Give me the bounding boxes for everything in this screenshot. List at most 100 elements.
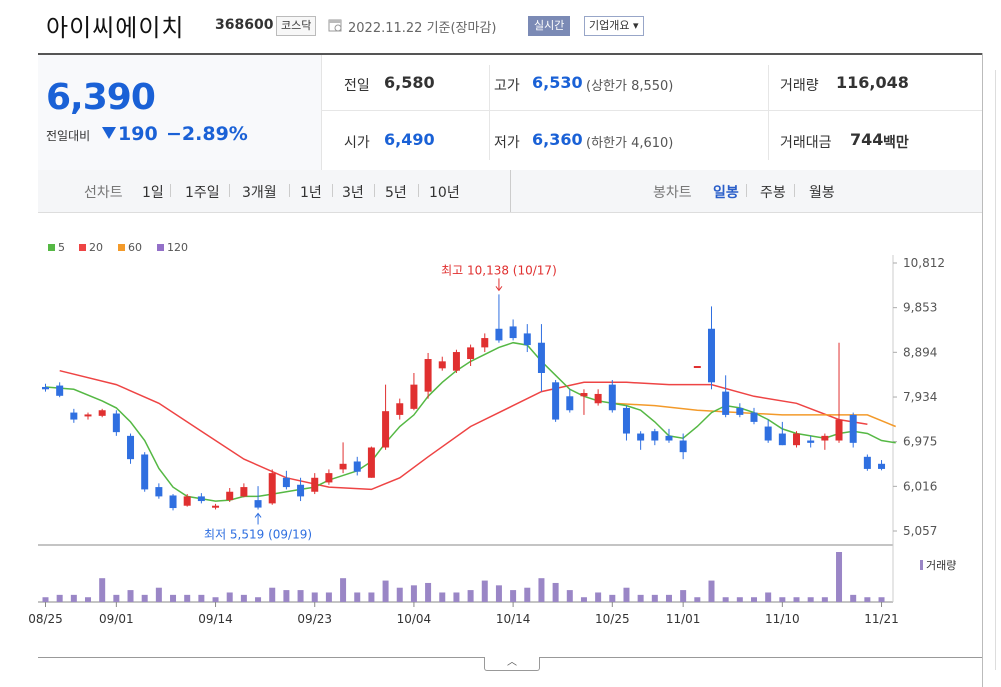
candle-body <box>637 433 645 441</box>
volume-value: 116,048 <box>836 73 909 92</box>
candle-body <box>339 463 347 470</box>
volume-bar <box>552 582 559 602</box>
candle-body <box>311 477 319 492</box>
volume-bar <box>722 597 729 602</box>
amount-unit: 백만 <box>883 135 909 151</box>
ma5-line <box>45 341 896 502</box>
company-info-button[interactable]: 기업개요 ▾ <box>584 16 644 36</box>
candle-body <box>821 435 829 441</box>
candle-body <box>793 433 801 446</box>
open-label: 시가 <box>344 135 370 151</box>
tab-5y[interactable]: 5년 <box>385 185 407 201</box>
y-tick-label: 9,853 <box>903 301 937 315</box>
x-tick-label: 09/23 <box>297 612 332 626</box>
collapse-button[interactable]: ︿ <box>484 657 540 671</box>
tab-1d[interactable]: 1일 <box>142 185 164 201</box>
candle-body <box>353 461 361 472</box>
volume-bar <box>127 590 134 602</box>
tab-daily[interactable]: 일봉 <box>713 185 739 201</box>
candle-body <box>707 328 715 383</box>
volume-bar <box>70 594 77 602</box>
volume-bar <box>623 587 630 602</box>
price-panel: 6,390 전일대비 190 −2.89% <box>38 55 322 170</box>
right-border <box>982 53 983 687</box>
candle-body <box>141 454 149 490</box>
volume-bar <box>510 590 517 602</box>
volume-bar <box>141 594 148 602</box>
line-chart-label: 선차트 <box>84 185 123 201</box>
divider <box>38 53 982 55</box>
volume-bar <box>765 592 772 602</box>
volume-bar <box>609 594 616 602</box>
prev-close-value: 6,580 <box>384 73 435 92</box>
candle-body <box>226 491 234 501</box>
y-tick-label: 10,812 <box>903 256 945 270</box>
volume-bar <box>566 590 573 602</box>
volume-bar <box>340 578 347 602</box>
candle-body <box>693 366 701 369</box>
realtime-button[interactable]: 실시간 <box>528 16 571 36</box>
current-price: 6,390 <box>46 77 156 118</box>
low-value: 6,360 <box>532 130 583 149</box>
ma20-line <box>59 369 868 491</box>
x-tick-label: 11/10 <box>765 612 800 626</box>
candle-body <box>297 484 305 497</box>
candle-body <box>367 447 375 478</box>
volume-bar <box>382 580 389 602</box>
candle-body <box>651 431 659 441</box>
col-divider <box>768 65 769 160</box>
legend-label: 60 <box>128 241 142 254</box>
candle-body <box>835 419 843 441</box>
candle-body <box>410 384 418 409</box>
tab-weekly[interactable]: 주봉 <box>760 185 786 201</box>
volume-bar <box>99 578 106 602</box>
legend-swatch <box>79 244 86 251</box>
amount-label: 거래대금 <box>780 135 832 151</box>
tab-separator <box>332 184 333 197</box>
x-tick-label: 10/14 <box>496 612 531 626</box>
x-tick-label: 11/01 <box>666 612 701 626</box>
tab-1y[interactable]: 1년 <box>300 185 322 201</box>
volume-bar <box>85 597 92 602</box>
candle-body <box>169 495 177 509</box>
tab-3m[interactable]: 3개월 <box>242 185 277 201</box>
x-tick-label: 09/01 <box>99 612 134 626</box>
volume-bar <box>354 592 361 602</box>
side-panel <box>995 70 1001 670</box>
lower-limit: (하한가 4,610) <box>586 136 674 151</box>
volume-bar <box>226 592 233 602</box>
volume-bar <box>113 594 120 602</box>
tab-separator <box>374 184 375 197</box>
down-triangle-icon <box>102 127 116 139</box>
tab-separator <box>794 184 795 197</box>
volume-bar <box>708 580 715 602</box>
high-label: 고가 <box>494 78 520 94</box>
tab-monthly[interactable]: 월봉 <box>809 185 835 201</box>
tab-10y[interactable]: 10년 <box>429 185 460 201</box>
tab-3y[interactable]: 3년 <box>342 185 364 201</box>
candle-body <box>878 463 886 469</box>
volume-bar <box>538 578 545 602</box>
calendar-icon <box>328 19 342 32</box>
volume-bar <box>481 580 488 602</box>
candle-body <box>452 352 460 371</box>
y-tick-label: 6,975 <box>903 435 937 449</box>
tab-separator <box>289 184 290 197</box>
y-tick-label: 8,894 <box>903 345 937 359</box>
tab-separator <box>170 184 171 197</box>
volume-bar <box>155 587 162 602</box>
legend-label: 120 <box>167 241 188 254</box>
candle-body <box>679 440 687 453</box>
volume-bar <box>864 597 871 602</box>
volume-bar <box>325 592 332 602</box>
tab-group-divider <box>510 170 511 212</box>
candle-body <box>778 433 786 446</box>
candle-body <box>722 391 730 415</box>
change-label: 전일대비 <box>46 129 91 143</box>
candle-body <box>509 326 517 339</box>
volume-bar <box>580 597 587 602</box>
volume-bar <box>439 592 446 602</box>
tab-1w[interactable]: 1주일 <box>185 185 220 201</box>
volume-bar <box>297 590 304 602</box>
volume-bar <box>255 597 262 602</box>
